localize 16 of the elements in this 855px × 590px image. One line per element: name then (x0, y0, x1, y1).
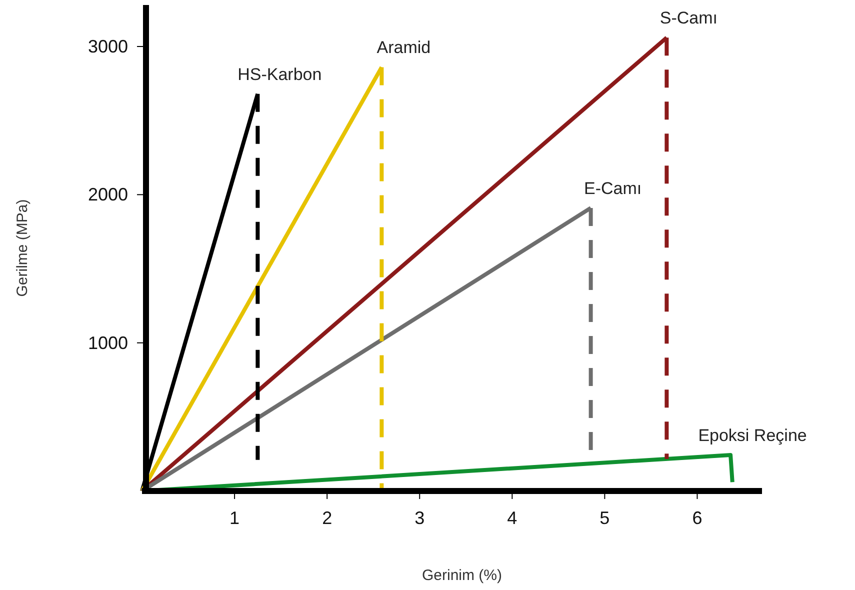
series-label: S-Camı (660, 8, 718, 28)
x-tick-label: 3 (414, 508, 425, 528)
y-axis-title: Gerilme (MPa) (14, 199, 31, 297)
y-tick-label: 1000 (88, 332, 128, 353)
series-label: HS-Karbon (238, 64, 322, 84)
x-tick-label: 4 (507, 508, 518, 528)
x-tick-label: 6 (692, 508, 702, 528)
y-tick-label: 3000 (88, 36, 128, 56)
x-axis-title: Gerinim (%) (422, 567, 502, 584)
x-tick-label: 1 (230, 508, 240, 528)
series-label: Aramid (376, 38, 431, 58)
y-tick-label: 2000 (88, 184, 128, 205)
series-label: Epoksi Reçine (698, 426, 807, 445)
x-tick-label: 5 (600, 508, 610, 528)
series-label: E-Camı (584, 178, 642, 198)
x-tick-label: 2 (322, 508, 332, 528)
